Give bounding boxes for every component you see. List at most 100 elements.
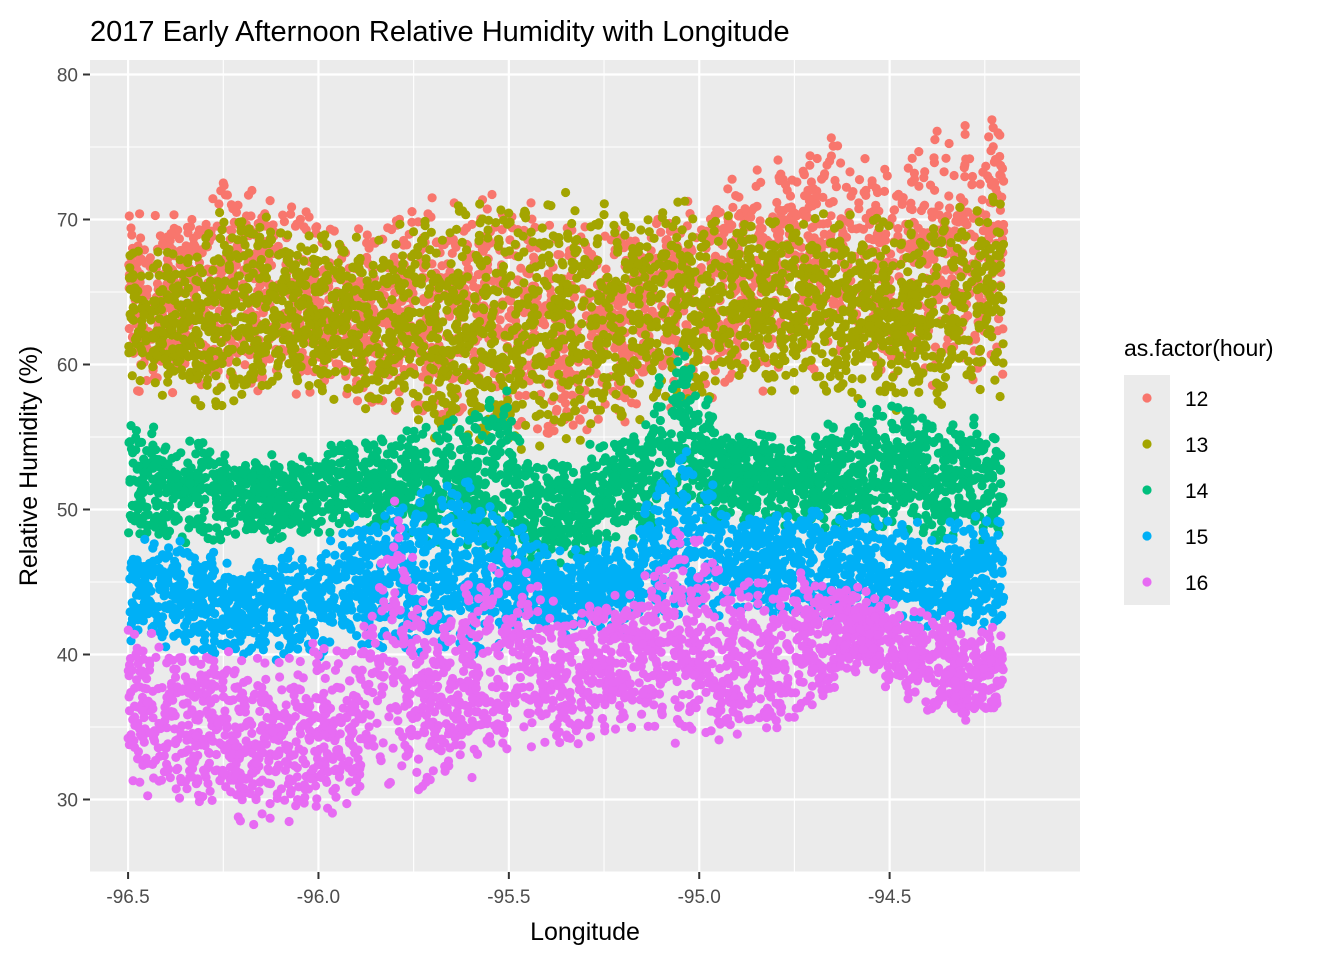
data-point (452, 384, 461, 393)
data-point (193, 253, 202, 262)
data-point (920, 167, 929, 176)
data-point (539, 400, 548, 409)
data-point (739, 268, 748, 277)
data-point (376, 347, 385, 356)
data-point (835, 220, 844, 229)
data-point (933, 127, 942, 136)
data-point (169, 283, 178, 292)
data-point (891, 339, 900, 348)
data-point (526, 198, 535, 207)
data-point (613, 248, 622, 257)
data-point (550, 295, 559, 304)
data-point (516, 264, 525, 273)
data-point (205, 288, 214, 297)
data-point (192, 293, 201, 302)
data-point (744, 248, 753, 257)
data-point (865, 234, 874, 243)
data-point (729, 242, 738, 251)
data-point (975, 323, 984, 332)
data-point (387, 295, 396, 304)
data-point (921, 241, 930, 250)
data-point (890, 205, 899, 214)
data-point (596, 406, 605, 415)
data-point (681, 320, 690, 329)
data-point (565, 301, 574, 310)
data-point (603, 273, 612, 282)
data-point (781, 371, 790, 380)
data-point (711, 376, 720, 385)
data-point (443, 329, 452, 338)
data-point (585, 259, 594, 268)
data-point (635, 379, 644, 388)
data-point (234, 254, 243, 263)
data-point (160, 319, 169, 328)
data-point (876, 386, 885, 395)
data-point (926, 181, 935, 190)
data-point (339, 246, 348, 255)
data-point (825, 318, 834, 327)
data-point (829, 348, 838, 357)
data-point (387, 225, 396, 234)
data-point (754, 336, 763, 345)
data-point (428, 193, 437, 202)
data-point (811, 214, 820, 223)
data-point (759, 387, 768, 396)
data-point (852, 350, 861, 359)
data-point (591, 314, 600, 323)
data-point (711, 330, 720, 339)
data-point (770, 352, 779, 361)
data-point (953, 211, 962, 220)
data-point (827, 133, 836, 142)
data-point (905, 324, 914, 333)
data-point (895, 351, 904, 360)
data-point (354, 264, 363, 273)
data-point (535, 441, 544, 450)
data-point (645, 253, 654, 262)
data-point (243, 375, 252, 384)
data-point (883, 303, 892, 312)
data-point (334, 258, 343, 267)
data-point (685, 253, 694, 262)
data-point (820, 172, 829, 181)
data-point (411, 296, 420, 305)
data-point (723, 184, 732, 193)
data-point (987, 115, 996, 124)
data-point (214, 199, 223, 208)
data-point (899, 193, 908, 202)
data-point (629, 356, 638, 365)
data-point (256, 323, 265, 332)
data-point (693, 348, 702, 357)
data-point (847, 224, 856, 233)
data-point (447, 401, 456, 410)
data-point (222, 248, 231, 257)
data-point (136, 376, 145, 385)
data-point (998, 295, 1007, 304)
data-point (570, 406, 579, 415)
data-point (914, 147, 923, 156)
data-point (410, 272, 419, 281)
data-point (505, 374, 514, 383)
data-point (428, 395, 437, 404)
data-point (686, 276, 695, 285)
data-point (567, 219, 576, 228)
data-point (874, 329, 883, 338)
data-point (947, 317, 956, 326)
data-point (893, 330, 902, 339)
data-point (338, 326, 347, 335)
data-point (985, 175, 994, 184)
data-point (187, 215, 196, 224)
data-point (716, 262, 725, 271)
data-point (583, 246, 592, 255)
data-point (196, 401, 205, 410)
data-point (890, 238, 899, 247)
data-point (993, 227, 1002, 236)
data-point (157, 305, 166, 314)
data-point (702, 339, 711, 348)
data-point (352, 233, 361, 242)
data-point (316, 298, 325, 307)
data-point (521, 391, 530, 400)
data-point (316, 350, 325, 359)
data-point (332, 301, 341, 310)
